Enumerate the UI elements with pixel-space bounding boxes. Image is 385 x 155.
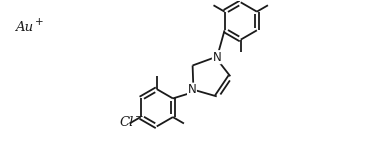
Text: +: +: [35, 17, 44, 27]
Text: −: −: [135, 112, 144, 122]
Text: N: N: [213, 51, 221, 64]
Text: Cl: Cl: [119, 116, 134, 129]
Text: N: N: [187, 83, 196, 96]
Text: Au: Au: [15, 21, 33, 34]
